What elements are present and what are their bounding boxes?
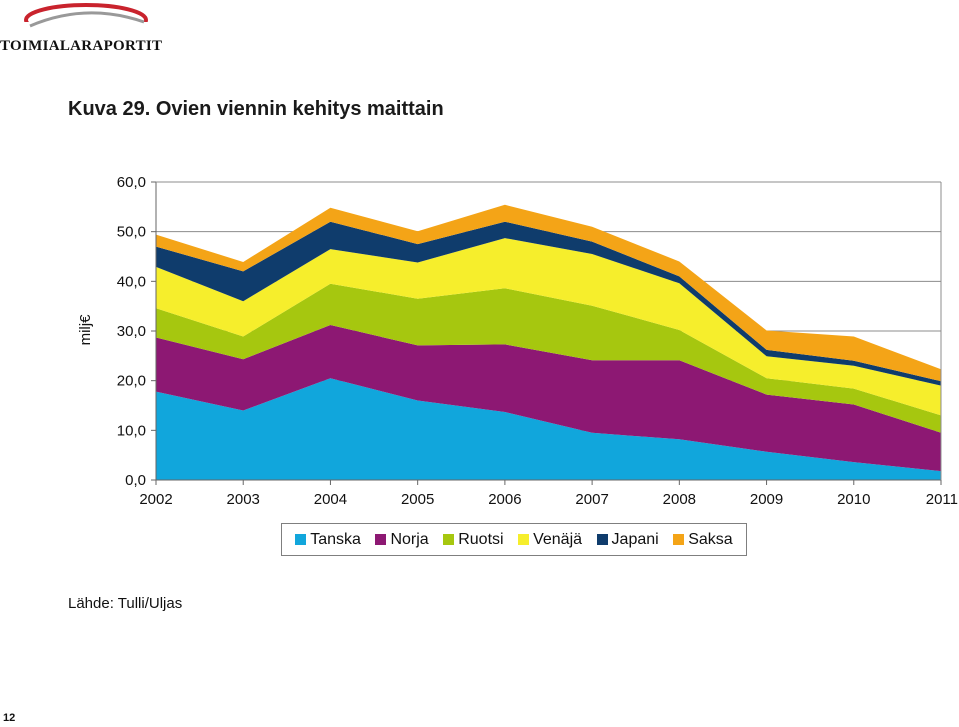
legend-item-tanska: Tanska bbox=[295, 531, 361, 549]
x-tick-label-2008: 2008 bbox=[663, 491, 696, 508]
legend-swatch bbox=[596, 534, 608, 545]
y-tick-label-4: 40,0 bbox=[117, 273, 146, 290]
x-tick-label-2006: 2006 bbox=[488, 491, 521, 508]
legend-swatch bbox=[443, 534, 455, 545]
area-ruotsi bbox=[156, 283, 941, 433]
figure-title: Kuva 29. Ovien viennin kehitys maittain bbox=[68, 98, 444, 120]
source-note: Lähde: Tulli/Uljas bbox=[68, 595, 183, 612]
legend-item-norja: Norja bbox=[375, 530, 429, 549]
x-tick-label-2005: 2005 bbox=[401, 491, 434, 508]
legend-label: Ruotsi bbox=[458, 530, 504, 548]
area-venäjä bbox=[156, 238, 941, 416]
legend-swatch bbox=[673, 534, 685, 545]
legend-item-venäjä: Venäjä bbox=[518, 531, 582, 549]
legend-label: Tanska bbox=[310, 530, 361, 548]
y-tick-labels: 0,0 10,0 20,0 30,0 40,0 50,0 60,0 bbox=[117, 174, 146, 489]
logo: TOIMIALARAPORTIT bbox=[0, 0, 170, 60]
y-axis-label: milj€ bbox=[77, 314, 94, 345]
x-tick-label-2003: 2003 bbox=[227, 491, 260, 508]
legend-item-saksa: Saksa bbox=[673, 530, 733, 549]
y-tick-label-0: 0,0 bbox=[125, 472, 146, 489]
legend-swatch bbox=[375, 534, 387, 545]
axes bbox=[151, 181, 942, 485]
logo-text: TOIMIALARAPORTIT bbox=[0, 38, 163, 54]
x-tick-label-2009: 2009 bbox=[750, 491, 783, 508]
legend-label: Norja bbox=[390, 530, 429, 548]
legend-swatch bbox=[295, 534, 307, 545]
page-number: 12 bbox=[3, 712, 16, 724]
legend-swatch bbox=[518, 534, 530, 545]
chart-legend: Tanska Norja Ruotsi Venäjä Japani Saksa bbox=[281, 523, 747, 556]
y-tick-label-3: 30,0 bbox=[117, 323, 146, 340]
x-tick-labels: 2002 2003 2004 2005 2006 2007 2008 2009 2010 2011 bbox=[139, 491, 958, 508]
x-tick-label-2010: 2010 bbox=[837, 491, 870, 508]
area-tanska bbox=[156, 378, 941, 480]
area-chart: 0,0 10,0 20,0 30,0 40,0 50,0 60,0 2002 2003 2004… bbox=[77, 174, 958, 508]
legend-item-japani: Japani bbox=[596, 530, 659, 549]
y-tick-label-2: 20,0 bbox=[117, 373, 146, 390]
x-tick-label-2002: 2002 bbox=[139, 491, 172, 508]
x-tick-label-2007: 2007 bbox=[575, 491, 608, 508]
y-tick-label-1: 10,0 bbox=[117, 422, 146, 439]
legend-item-ruotsi: Ruotsi bbox=[443, 530, 504, 549]
legend-label: Japani bbox=[611, 530, 659, 548]
logo-arc-icon bbox=[18, 3, 158, 40]
legend-label: Saksa bbox=[688, 530, 733, 548]
legend-label: Venäjä bbox=[533, 530, 583, 548]
y-tick-label-5: 50,0 bbox=[117, 224, 146, 241]
y-tick-label-6: 60,0 bbox=[117, 174, 146, 191]
x-tick-label-2011: 2011 bbox=[926, 491, 958, 508]
stacked-areas bbox=[156, 204, 941, 480]
x-tick-label-2004: 2004 bbox=[314, 491, 347, 508]
area-norja bbox=[156, 325, 941, 472]
